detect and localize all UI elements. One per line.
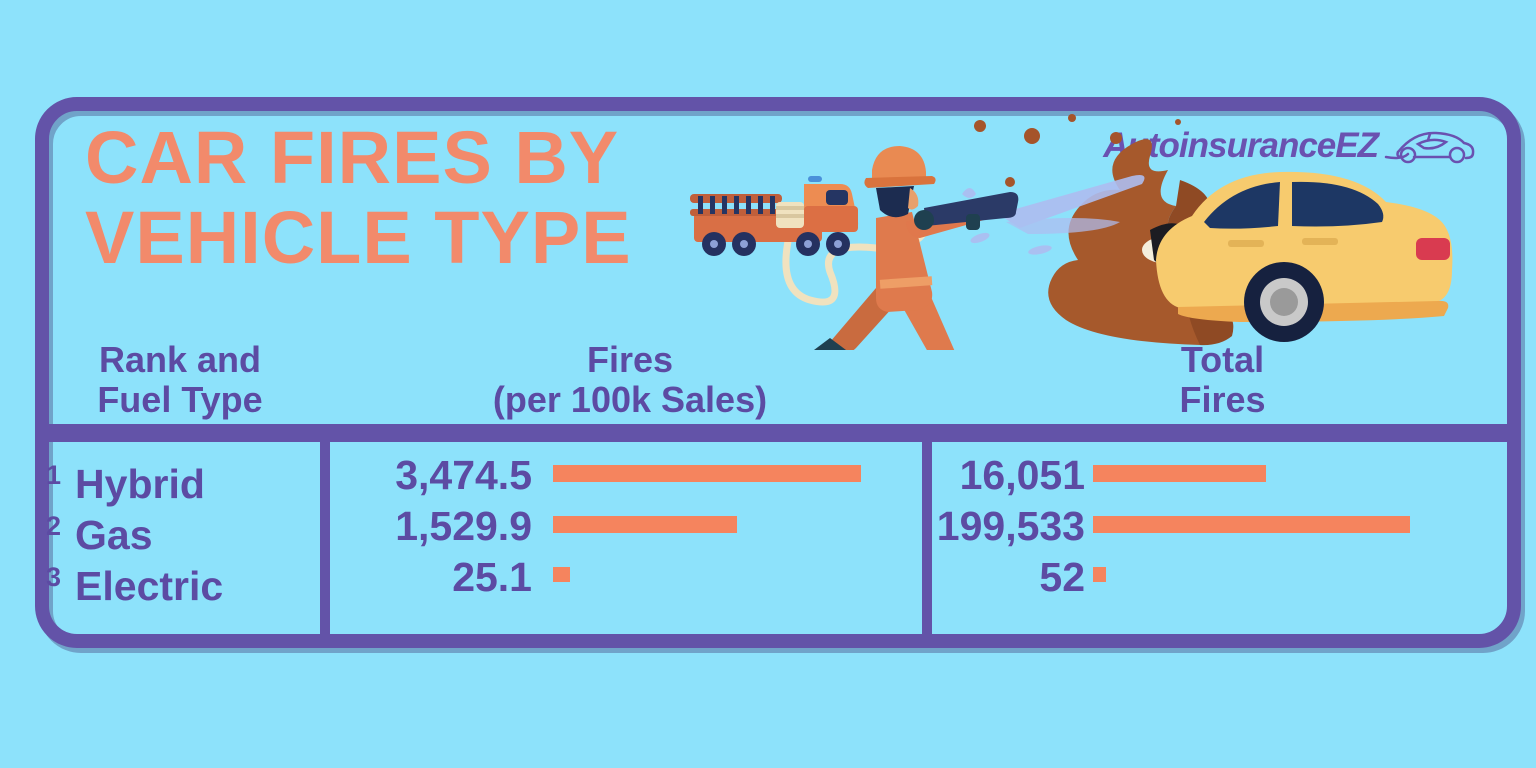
frame-border (35, 97, 1521, 648)
row-electric-label: 3 Electric (46, 554, 316, 609)
ember-dots (974, 114, 1181, 187)
fuel-hybrid: Hybrid (75, 461, 205, 507)
gas-total-fires: 199,533 (936, 503, 1085, 549)
gas-total-bar (1093, 516, 1410, 533)
rank-1: 1 (46, 460, 62, 490)
fire-truck-icon (690, 176, 859, 256)
fire-scene-illustration (690, 114, 1453, 350)
gas-fires-per-100k: 1,529.9 (395, 503, 532, 549)
burning-car-icon (1156, 171, 1453, 342)
header-fires-line1: Fires (586, 339, 674, 380)
header-total-fires: Total Fires (1000, 340, 1445, 420)
water-spray (962, 175, 1145, 255)
column-divider-1 (320, 442, 330, 634)
gas-fires-bar (553, 516, 737, 533)
row-hybrid-label: 1 Hybrid (46, 452, 316, 507)
title-line-1: CAR FIRES BY (85, 116, 620, 199)
header-rank-fuel-line1: Rank and (98, 339, 262, 380)
hybrid-total-fires: 16,051 (959, 452, 1085, 498)
electric-total-fires: 52 (1039, 554, 1085, 600)
header-total-line2: Fires (1179, 379, 1266, 420)
header-rule (49, 424, 1507, 442)
firefighter-icon (814, 146, 1019, 350)
column-divider-2 (922, 442, 932, 634)
fuel-gas: Gas (75, 512, 153, 558)
electric-total-bar (1093, 567, 1106, 582)
page-title: CAR FIRES BY VEHICLE TYPE (85, 118, 632, 278)
hybrid-fires-per-100k: 3,474.5 (395, 452, 532, 498)
row-gas-label: 2 Gas (46, 503, 316, 558)
electric-fires-per-100k: 25.1 (452, 554, 532, 600)
hybrid-total-bar (1093, 465, 1266, 482)
electric-fires-bar (553, 567, 570, 582)
header-total-line1: Total (1180, 339, 1265, 380)
rank-2: 2 (46, 511, 62, 541)
header-fires-per-100k: Fires (per 100k Sales) (390, 340, 870, 420)
title-line-2: VEHICLE TYPE (85, 196, 632, 279)
rank-3: 3 (46, 562, 62, 592)
hybrid-fires-bar (553, 465, 861, 482)
header-rank-fuel-line2: Fuel Type (97, 379, 263, 420)
fuel-electric: Electric (75, 563, 224, 609)
header-rank-fuel: Rank and Fuel Type (40, 340, 320, 420)
header-fires-line2: (per 100k Sales) (492, 379, 768, 420)
car-outline-icon (1384, 131, 1475, 164)
